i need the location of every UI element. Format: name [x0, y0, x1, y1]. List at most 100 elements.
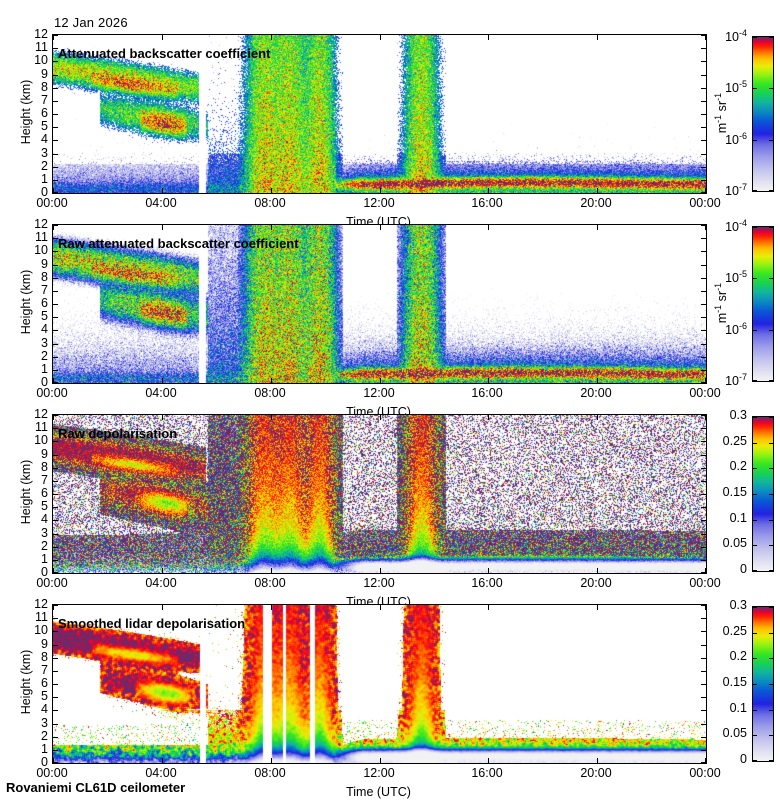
panel-title: Smoothed lidar depolarisation	[58, 616, 246, 631]
y-tick	[53, 127, 58, 128]
panel-smoothed-lidar-depolarisation: 0 1 2 3 4 5 6 7 8 9 10 11 12 00:00 04:00 08:00 12:00 16:0…	[0, 598, 780, 808]
y-tick	[701, 710, 706, 711]
x-tick-label: 20:00	[580, 766, 612, 780]
x-tick	[380, 188, 381, 193]
colorbar-tick	[753, 468, 757, 469]
y-tick	[701, 127, 706, 128]
y-tick-label: 6	[41, 106, 48, 120]
y-tick	[701, 344, 706, 345]
y-tick-label: 0	[41, 375, 48, 389]
y-tick	[53, 415, 58, 416]
y-tick	[53, 737, 58, 738]
colorbar-tick-label: 0.3	[729, 598, 747, 612]
y-tick-label: 4	[41, 322, 48, 336]
y-tick-label: 5	[41, 119, 48, 133]
colorbar-tick-label: 10-7	[725, 372, 747, 389]
y-tick	[53, 370, 58, 371]
colorbar	[752, 416, 774, 572]
y-tick	[701, 382, 706, 383]
colorbar-tick	[753, 443, 757, 444]
x-tick-label: 16:00	[471, 386, 503, 400]
colorbar-tick	[769, 760, 773, 761]
colorbar-tick	[753, 607, 757, 608]
y-tick	[53, 75, 58, 76]
heatmap-canvas	[53, 225, 706, 383]
x-tick	[271, 568, 272, 573]
y-tick-label: 9	[41, 637, 48, 651]
y-tick-label: 8	[41, 80, 48, 94]
panel-raw-attenuated-backscatter: 0 1 2 3 4 5 6 7 8 9 10 11 12 00:00 04:00 08:00 12:00 16:0…	[0, 218, 780, 428]
y-tick	[701, 140, 706, 141]
x-tick-label: 04:00	[145, 386, 177, 400]
y-tick	[53, 140, 58, 141]
y-tick	[701, 265, 706, 266]
y-tick-label: 6	[41, 296, 48, 310]
x-tick	[597, 188, 598, 193]
colorbar-tick	[753, 633, 757, 634]
x-tick-label: 04:00	[145, 766, 177, 780]
x-tick	[162, 35, 163, 40]
colorbar-tick	[769, 570, 773, 571]
x-tick	[53, 605, 54, 610]
colorbar-tick-label: 0.05	[722, 726, 747, 740]
y-tick	[53, 697, 58, 698]
colorbar-tick	[769, 468, 773, 469]
x-tick	[271, 35, 272, 40]
colorbar-tick	[753, 520, 757, 521]
y-tick	[701, 697, 706, 698]
colorbar-tick	[769, 190, 773, 191]
y-tick	[53, 192, 58, 193]
x-tick	[380, 758, 381, 763]
colorbar-tick	[769, 278, 773, 279]
colorbar-gradient	[753, 607, 773, 761]
plot-area	[52, 224, 707, 384]
y-tick	[53, 494, 58, 495]
colorbar-tick	[769, 88, 773, 89]
colorbar-tick	[769, 684, 773, 685]
y-tick	[701, 357, 706, 358]
x-axis-title: Time (UTC)	[346, 785, 411, 799]
x-tick-label: 20:00	[580, 576, 612, 590]
y-tick-label: 0	[41, 755, 48, 769]
y-tick-label: 11	[35, 40, 48, 54]
y-tick-label: 10	[34, 53, 48, 67]
colorbar-tick	[769, 710, 773, 711]
x-tick	[380, 568, 381, 573]
y-tick	[53, 238, 58, 239]
y-tick	[53, 724, 58, 725]
x-tick-label: 08:00	[254, 576, 286, 590]
colorbar-tick-label: 10-4	[725, 218, 747, 235]
y-tick	[701, 278, 706, 279]
colorbar-tick	[753, 545, 757, 546]
y-tick	[701, 762, 706, 763]
colorbar-tick	[769, 330, 773, 331]
y-tick-label: 10	[34, 243, 48, 257]
colorbar-tick-label: 0.3	[729, 408, 747, 422]
y-tick	[701, 428, 706, 429]
y-axis-title: Height (km)	[19, 459, 33, 525]
y-tick	[701, 534, 706, 535]
y-tick-label: 11	[35, 610, 48, 624]
y-tick	[53, 317, 58, 318]
y-tick-label: 1	[41, 172, 48, 186]
x-tick-label: 16:00	[471, 196, 503, 210]
y-tick	[701, 330, 706, 331]
x-tick	[162, 225, 163, 230]
colorbar	[752, 36, 774, 192]
y-tick	[701, 645, 706, 646]
x-tick	[380, 225, 381, 230]
x-tick	[271, 758, 272, 763]
x-tick	[162, 188, 163, 193]
colorbar-tick	[769, 140, 773, 141]
x-tick	[705, 188, 706, 193]
x-tick-label: 00:00	[689, 576, 721, 590]
y-axis-title: Height (km)	[19, 79, 33, 145]
y-tick	[701, 291, 706, 292]
y-tick	[53, 344, 58, 345]
colorbar-tick	[753, 417, 757, 418]
y-tick	[701, 180, 706, 181]
y-tick	[701, 605, 706, 606]
y-tick	[701, 468, 706, 469]
y-tick-label: 11	[35, 420, 48, 434]
y-tick-label: 2	[41, 539, 48, 553]
